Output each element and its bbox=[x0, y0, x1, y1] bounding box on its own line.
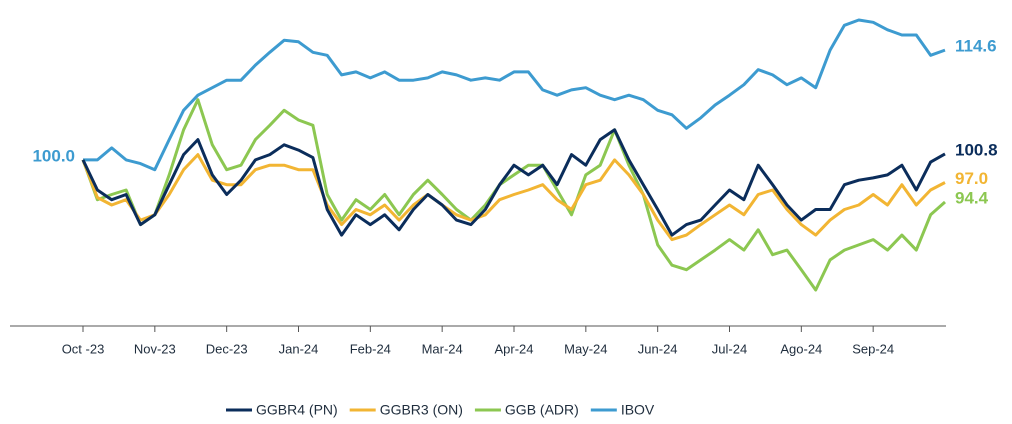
legend-item: IBOV bbox=[590, 402, 655, 418]
legend-label: GGBR4 (PN) bbox=[256, 402, 338, 418]
x-tick-label: Nov-23 bbox=[134, 341, 176, 356]
x-tick-label: Ago-24 bbox=[780, 341, 822, 356]
x-tick-label: May-24 bbox=[564, 341, 607, 356]
x-tick-label: Apr-24 bbox=[494, 341, 533, 356]
x-tick-label: Jul-24 bbox=[712, 341, 747, 356]
series-line bbox=[81, 153, 946, 242]
legend-label: GGB (ADR) bbox=[505, 402, 579, 418]
x-tick-label: Feb-24 bbox=[350, 341, 391, 356]
series-line bbox=[81, 98, 946, 292]
x-tick-label: Jan-24 bbox=[279, 341, 319, 356]
legend-item: GGBR4 (PN) bbox=[226, 402, 338, 418]
legend-label: GGBR3 (ON) bbox=[380, 402, 463, 418]
legend-label: IBOV bbox=[621, 402, 655, 418]
x-tick-label: Sep-24 bbox=[852, 341, 894, 356]
series-line bbox=[83, 18, 946, 172]
value-label: 100.0 bbox=[32, 146, 75, 165]
legend-item: GGB (ADR) bbox=[474, 402, 579, 418]
legend-item: GGBR3 (ON) bbox=[349, 402, 463, 418]
x-tick-label: Jun-24 bbox=[638, 341, 678, 356]
value-label: 97.0 bbox=[955, 169, 988, 188]
x-tick-label: Dec-23 bbox=[206, 341, 248, 356]
value-label: 100.8 bbox=[955, 140, 998, 159]
x-tick-label: Oct -23 bbox=[62, 341, 105, 356]
series-line bbox=[81, 128, 946, 237]
value-label: 94.4 bbox=[955, 188, 989, 207]
x-tick-label: Mar-24 bbox=[422, 341, 463, 356]
value-label: 114.6 bbox=[955, 37, 997, 56]
